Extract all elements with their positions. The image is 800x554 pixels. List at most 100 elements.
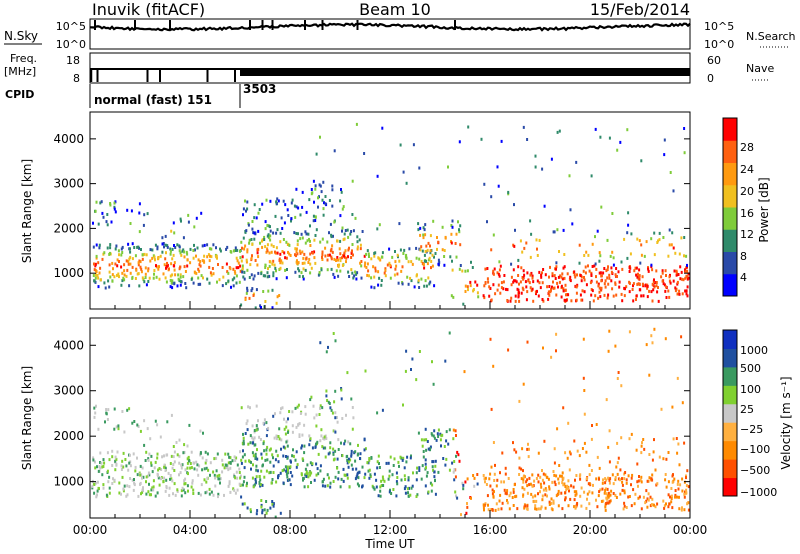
- range-cell: [243, 270, 246, 274]
- range-cell: [111, 273, 114, 277]
- range-cell: [560, 275, 563, 279]
- range-cell: [350, 268, 353, 272]
- range-cell: [347, 235, 350, 239]
- range-cell: [122, 465, 125, 469]
- range-cell: [257, 247, 260, 251]
- range-cell: [521, 447, 524, 451]
- ytick-label: 2000: [53, 429, 84, 443]
- range-cell: [105, 412, 108, 416]
- range-cell: [186, 444, 189, 448]
- range-cell: [339, 252, 342, 256]
- range-cell: [152, 479, 155, 483]
- range-cell: [566, 456, 569, 460]
- range-cell: [192, 461, 195, 465]
- range-cell: [268, 264, 271, 268]
- range-cell: [285, 276, 288, 280]
- range-cell: [526, 138, 529, 141]
- range-cell: [198, 269, 201, 273]
- range-cell: [437, 258, 440, 262]
- range-cell: [601, 487, 604, 491]
- range-cell: [276, 228, 279, 232]
- range-cell: [535, 507, 538, 511]
- range-cell: [430, 260, 433, 263]
- range-cell: [311, 191, 314, 195]
- range-cell: [331, 411, 334, 415]
- range-cell: [489, 472, 492, 476]
- range-cell: [685, 254, 688, 258]
- range-cell: [314, 261, 317, 265]
- range-cell: [176, 453, 179, 457]
- range-cell: [675, 287, 678, 291]
- range-cell: [657, 239, 659, 243]
- range-cell: [575, 298, 578, 302]
- range-cell: [273, 436, 276, 440]
- range-cell: [637, 282, 640, 286]
- range-cell: [197, 258, 200, 262]
- range-cell: [156, 245, 159, 249]
- range-cell: [637, 272, 639, 276]
- range-cell: [164, 276, 167, 280]
- range-cell: [273, 263, 276, 267]
- range-cell: [518, 456, 521, 460]
- range-cell: [194, 248, 196, 252]
- range-cell: [129, 271, 132, 275]
- range-cell: [259, 304, 262, 308]
- range-cell: [324, 254, 327, 258]
- range-cell: [163, 465, 166, 469]
- range-cell: [541, 494, 544, 498]
- range-cell: [298, 249, 301, 253]
- range-cell: [543, 204, 546, 208]
- range-cell: [606, 276, 609, 280]
- range-cell: [616, 441, 619, 445]
- range-cell: [245, 260, 248, 264]
- noise-right-tick-bottom: 10^0: [704, 38, 734, 51]
- range-cell: [567, 421, 570, 425]
- range-cell: [98, 243, 101, 247]
- range-cell: [522, 125, 525, 129]
- range-cell: [602, 271, 605, 275]
- range-cell: [598, 477, 600, 481]
- range-cell: [347, 460, 350, 464]
- range-cell: [497, 272, 500, 276]
- range-cell: [240, 461, 243, 465]
- range-cell: [358, 484, 360, 488]
- range-cell: [289, 471, 292, 474]
- range-cell: [245, 258, 248, 262]
- range-cell: [474, 280, 477, 284]
- range-cell: [333, 275, 336, 279]
- range-cell: [234, 476, 237, 480]
- range-cell: [333, 257, 336, 261]
- range-cell: [544, 506, 547, 510]
- range-cell: [650, 263, 653, 267]
- range-cell: [591, 242, 594, 246]
- range-cell: [550, 355, 553, 359]
- range-cell: [93, 279, 96, 283]
- range-cell: [563, 253, 566, 256]
- range-cell: [106, 469, 109, 473]
- range-cell: [409, 493, 412, 497]
- range-cell: [588, 269, 591, 273]
- range-cell: [199, 451, 202, 455]
- range-cell: [552, 499, 555, 503]
- range-cell: [284, 203, 287, 207]
- range-cell: [171, 279, 174, 283]
- range-cell: [147, 267, 150, 271]
- range-cell: [364, 261, 367, 265]
- range-cell: [648, 289, 651, 293]
- range-cell: [526, 478, 529, 482]
- range-cell: [547, 290, 550, 294]
- range-cell: [187, 220, 190, 224]
- range-cell: [291, 454, 294, 458]
- range-cell: [169, 252, 172, 256]
- range-cell: [271, 502, 274, 506]
- range-cell: [683, 254, 685, 258]
- range-cell: [684, 268, 686, 272]
- range-cell: [178, 473, 180, 477]
- range-cell: [215, 469, 218, 473]
- range-cell: [223, 466, 226, 470]
- range-cell: [168, 493, 171, 497]
- range-cell: [581, 289, 584, 293]
- range-cell: [261, 456, 263, 460]
- range-cell: [663, 283, 666, 287]
- range-cell: [576, 449, 579, 453]
